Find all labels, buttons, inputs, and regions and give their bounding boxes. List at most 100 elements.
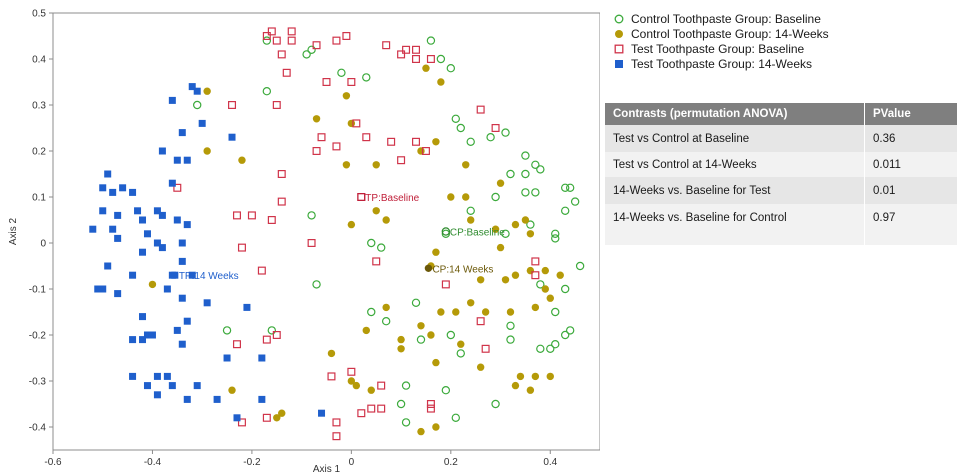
data-point (521, 169, 530, 179)
centroid-label: CP:Baseline (450, 228, 505, 239)
data-point (332, 432, 341, 441)
data-point (506, 169, 515, 179)
data-point (312, 115, 321, 123)
data-point (456, 349, 465, 358)
data-point (437, 78, 445, 86)
data-point (287, 36, 296, 45)
data-point (99, 184, 107, 192)
data-point (486, 132, 495, 142)
data-point (447, 193, 455, 201)
data-point (139, 336, 147, 344)
data-point (222, 326, 232, 335)
data-point (462, 161, 470, 169)
data-point (178, 294, 186, 302)
data-point (278, 409, 286, 417)
data-point (173, 156, 181, 164)
data-point (347, 119, 356, 128)
data-point (273, 414, 281, 422)
data-point (173, 183, 182, 192)
data-point (302, 50, 311, 59)
data-point (397, 335, 405, 344)
data-point (277, 50, 286, 59)
data-point (481, 344, 490, 353)
y-axis-label: Axis 2 (8, 217, 19, 245)
legend-marker-filled-circle (615, 29, 623, 38)
data-point (307, 211, 316, 220)
legend-marker-open-circle (614, 14, 624, 23)
data-point (119, 184, 127, 192)
data-point (526, 386, 535, 394)
x-tick-label: -0.6 (44, 457, 62, 468)
contrast-cell: Test vs Control at Baseline (605, 125, 865, 152)
data-point (168, 382, 176, 390)
data-point (452, 308, 460, 316)
data-point (382, 216, 390, 224)
data-point (357, 193, 366, 202)
y-tick-label: -0.4 (29, 423, 47, 434)
data-point (531, 188, 540, 197)
data-point (397, 345, 405, 353)
data-point (272, 36, 281, 45)
data-point (476, 317, 485, 326)
legend-item: Control Toothpaste Group: Baseline (613, 11, 829, 26)
data-point (506, 321, 515, 330)
data-point (332, 36, 341, 45)
data-point (178, 239, 186, 247)
data-point (318, 409, 326, 417)
data-point (183, 156, 191, 164)
data-point (342, 92, 351, 100)
data-point (446, 63, 456, 73)
data-point (129, 336, 137, 344)
data-point (372, 207, 380, 215)
data-point (426, 54, 435, 63)
data-point (367, 238, 376, 248)
y-tick-label: 0.2 (32, 147, 46, 158)
data-point (531, 271, 540, 280)
data-point (129, 372, 137, 380)
centroid-marker (424, 264, 433, 272)
legend-item: Test Toothpaste Group: Baseline (613, 41, 829, 56)
data-point (109, 225, 117, 233)
data-point (357, 409, 366, 418)
data-point (262, 31, 271, 40)
data-point (372, 161, 380, 169)
data-point (401, 418, 411, 427)
data-point (258, 354, 266, 362)
data-point (426, 36, 436, 45)
data-point (262, 335, 271, 344)
data-point (163, 285, 171, 293)
data-point (531, 160, 540, 169)
data-point (496, 243, 505, 252)
data-point (237, 418, 246, 427)
data-point (104, 170, 112, 178)
pvalue-cell: 0.01 (864, 177, 957, 204)
data-point (412, 54, 421, 63)
data-point (451, 413, 460, 422)
data-point (417, 147, 425, 155)
data-point (441, 229, 451, 238)
data-point (153, 391, 161, 399)
data-point (526, 220, 535, 229)
data-point (347, 77, 356, 86)
data-point (347, 220, 356, 229)
table-row: Test vs Control at 14-Weeks 0.011 (605, 152, 957, 177)
data-point (139, 216, 147, 224)
data-point (367, 307, 376, 317)
data-point (551, 340, 560, 349)
data-point (267, 27, 276, 36)
table-header-row: Contrasts (permutation ANOVA) PValue (605, 103, 957, 125)
data-point (262, 86, 272, 96)
data-point (575, 261, 585, 271)
data-point (312, 280, 321, 289)
data-point (277, 197, 286, 206)
data-point (272, 100, 281, 109)
data-point (476, 363, 485, 371)
data-point (412, 137, 421, 146)
data-point (178, 129, 186, 137)
legend-label: Test Toothpaste Group: 14-Weeks (631, 56, 812, 71)
data-point (521, 151, 530, 160)
data-point (312, 41, 321, 50)
y-tick-label: -0.1 (29, 285, 47, 296)
data-point (496, 179, 505, 187)
data-point (457, 340, 465, 348)
